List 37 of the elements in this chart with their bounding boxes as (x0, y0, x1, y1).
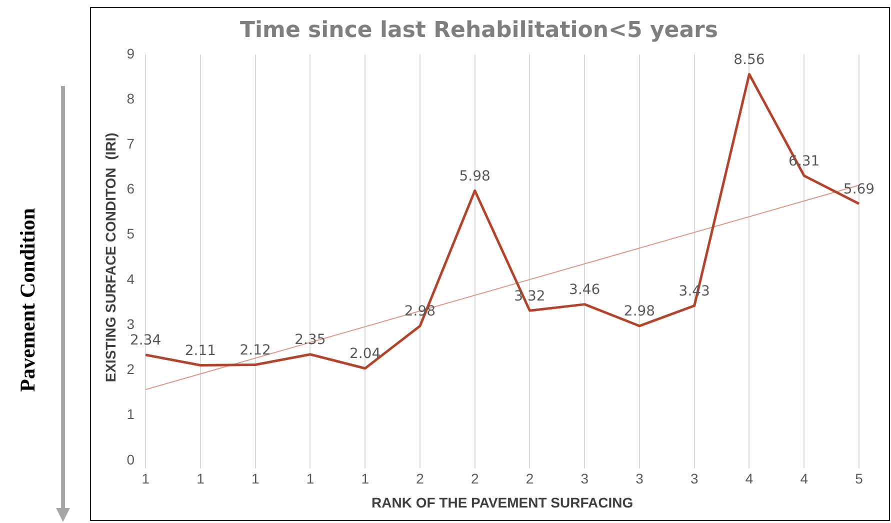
y-tick-label: 1 (126, 406, 135, 422)
data-label: 3.46 (569, 282, 600, 298)
x-tick-label: 5 (855, 470, 864, 487)
y-tick-label: 4 (126, 270, 135, 287)
x-tick-label: 2 (470, 470, 479, 487)
x-tick-label: 1 (251, 470, 260, 487)
x-tick-label: 1 (361, 470, 370, 487)
text: Pavement Condition (16, 208, 40, 392)
data-label: 5.98 (459, 168, 490, 184)
x-tick-label: 2 (416, 470, 424, 487)
x-tick-label: 1 (142, 470, 150, 487)
y-axis-title: EXISTING SURFACE CONDITON (IRI) (102, 132, 118, 382)
x-tick-label: 4 (800, 470, 808, 487)
x-tick-label: 1 (306, 470, 314, 487)
y-tick-label: 8 (126, 90, 135, 106)
data-label: 8.56 (734, 52, 765, 68)
x-tick-label: 2 (526, 470, 534, 487)
x-tick-label: 3 (636, 470, 644, 487)
chart-title: Time since last Rehabilitation<5 years (240, 18, 718, 43)
x-axis-title: RANK OF THE PAVEMENT SURFACING (371, 494, 634, 510)
y-tick-label: 0 (126, 451, 135, 468)
data-label: 2.12 (240, 342, 271, 358)
data-label: 5.69 (843, 181, 875, 198)
data-label: 2.11 (184, 342, 216, 359)
x-tick-label: 3 (580, 470, 589, 487)
y-tick-label: 9 (126, 45, 135, 62)
y-tick-label: 5 (126, 226, 135, 242)
data-label: 2.98 (624, 304, 656, 320)
y-tick-label: 6 (126, 180, 135, 197)
data-label: 2.34 (130, 332, 162, 348)
x-tick-label: 3 (690, 470, 698, 487)
y-tick-label: 2 (126, 361, 135, 378)
x-tick-label: 4 (745, 470, 754, 487)
y-tick-label: 7 (126, 135, 135, 152)
data-label: 2.04 (350, 346, 381, 362)
x-tick-label: 1 (196, 470, 205, 487)
y-tick-label: 3 (126, 316, 135, 332)
